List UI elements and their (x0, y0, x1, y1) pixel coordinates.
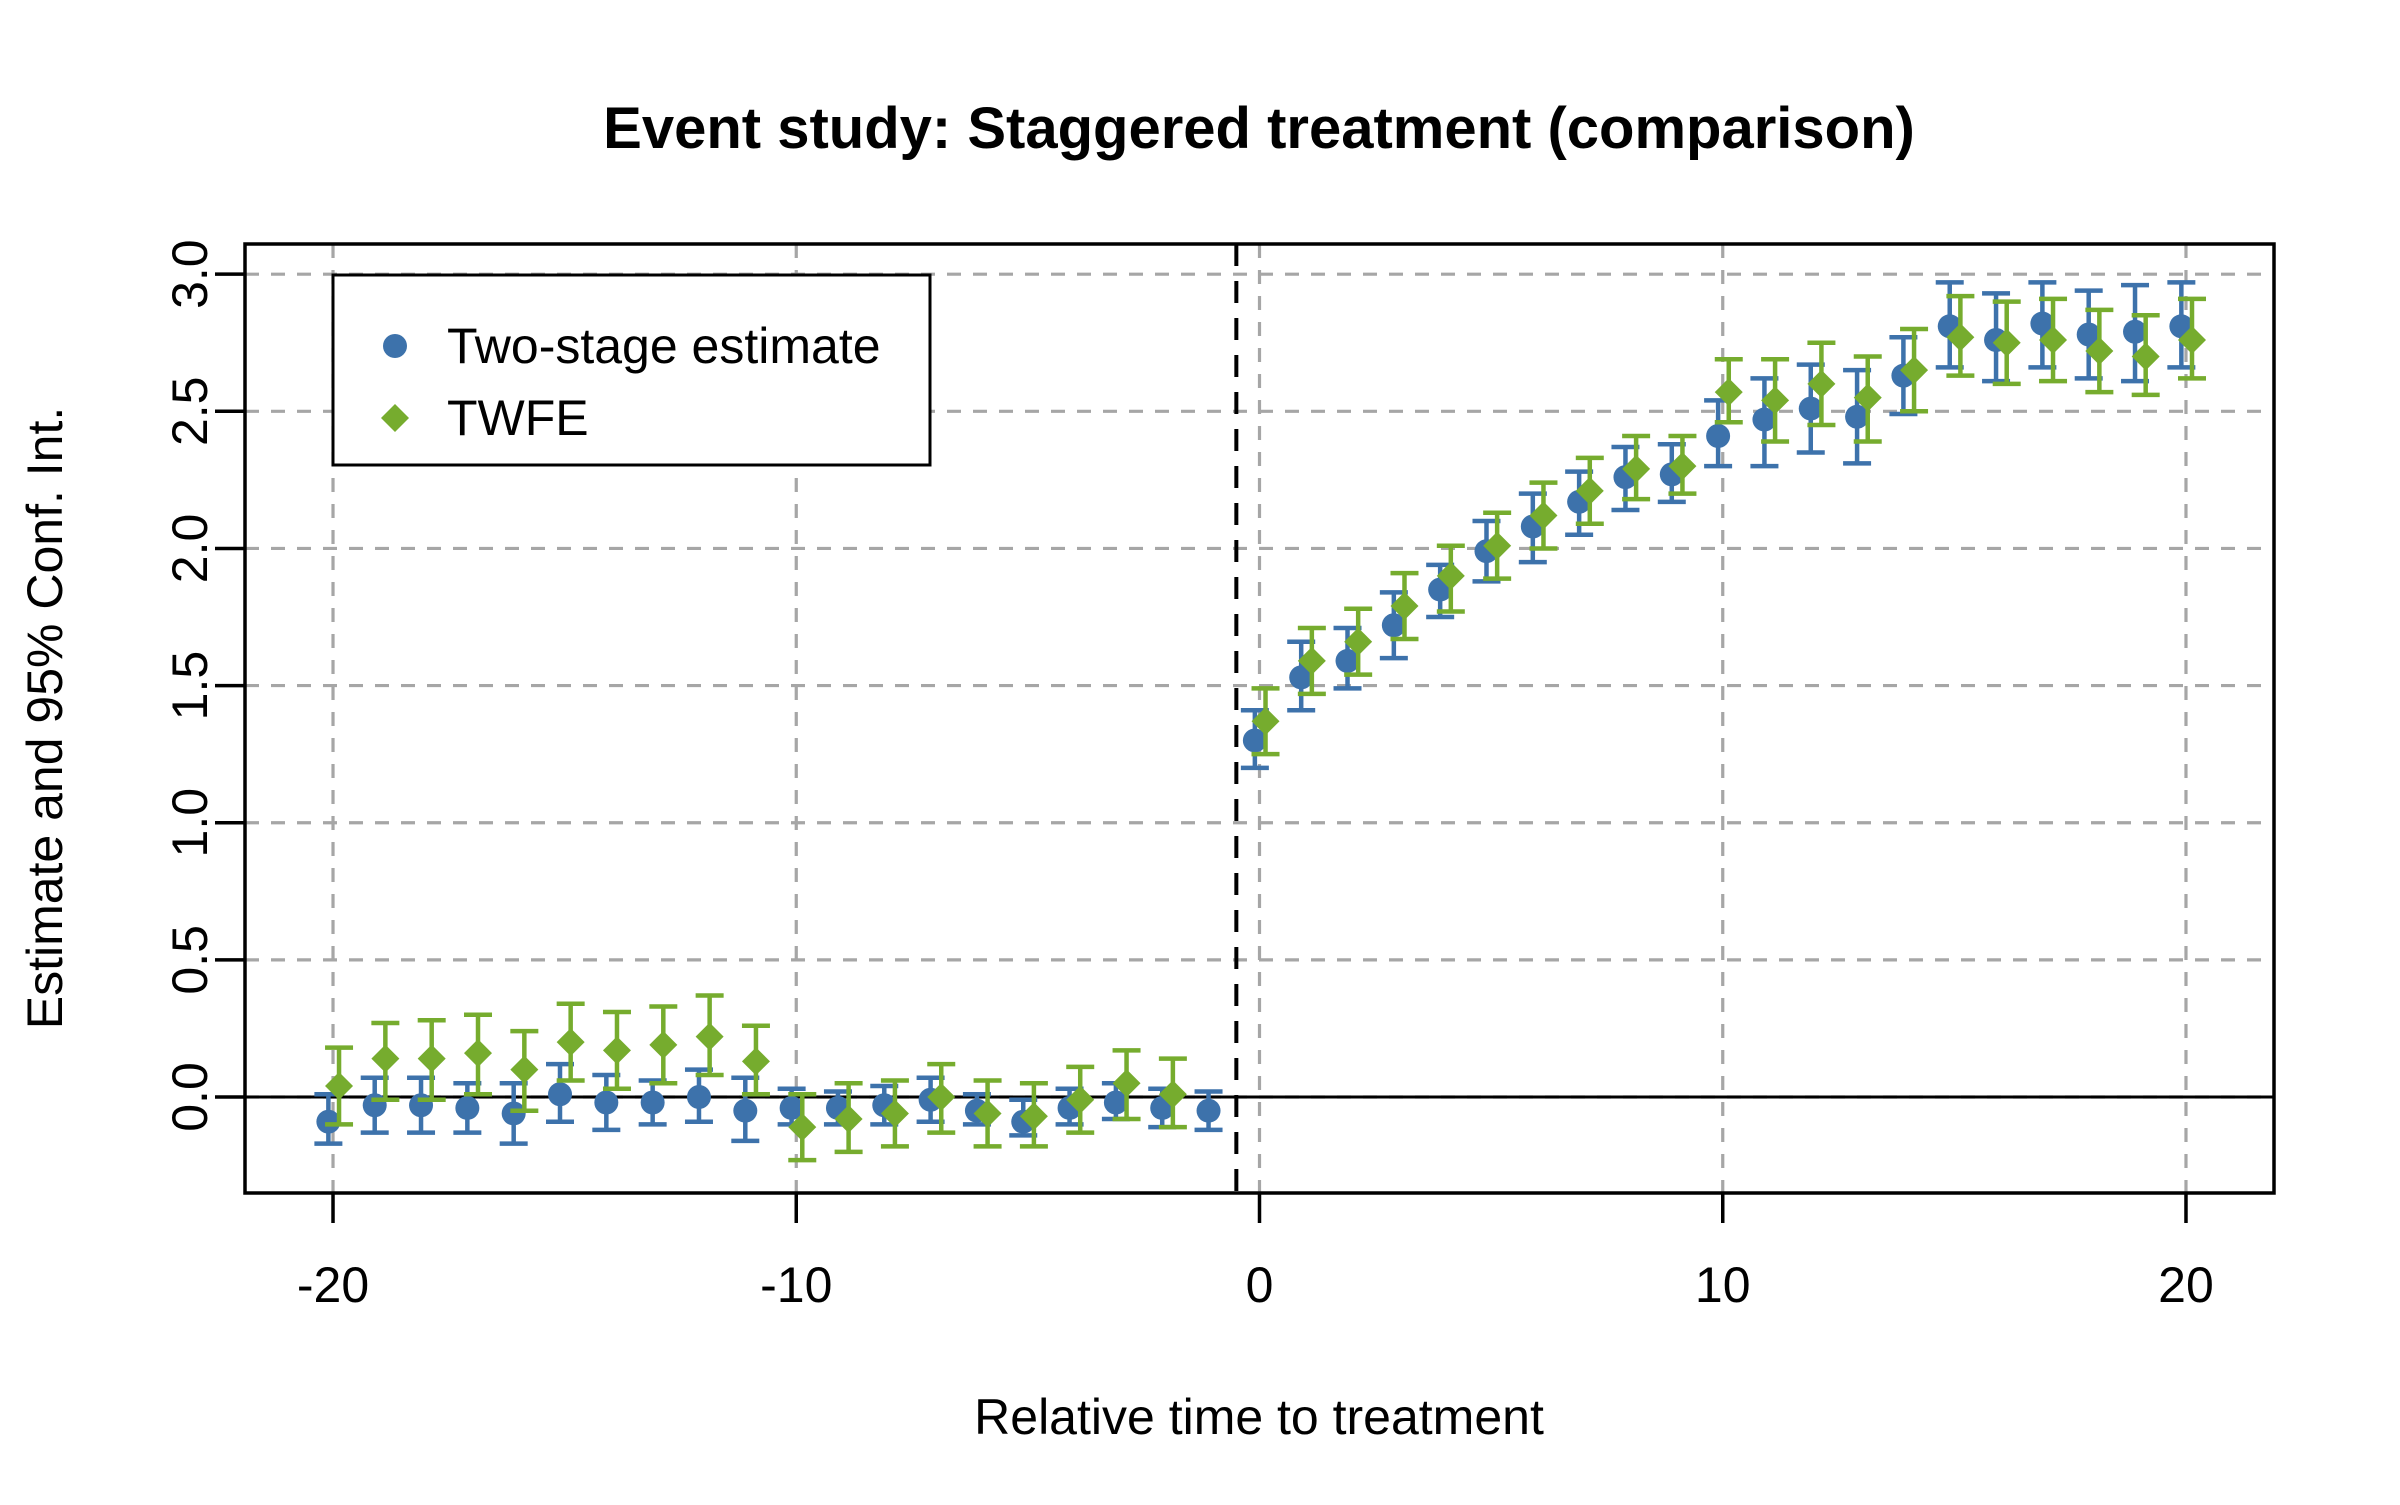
point-marker-circle (501, 1101, 526, 1126)
point-marker-diamond (1853, 383, 1882, 412)
point-marker-diamond (1436, 561, 1465, 590)
point-marker-circle (548, 1082, 573, 1107)
x-tick-label: 0 (1246, 1257, 1274, 1313)
point-marker-circle (1196, 1098, 1221, 1123)
y-tick-label: 0.0 (162, 1062, 218, 1132)
point-marker-diamond (1019, 1102, 1048, 1131)
legend-marker-diamond (381, 404, 409, 432)
axis-tick-labels: -20 -10 0 10 20 0.0 0.5 1.0 1.5 2.0 2.5 3.0 (162, 239, 2214, 1313)
point-marker-diamond (1344, 627, 1373, 656)
series-two-stage (314, 280, 2196, 1146)
x-tick-label: -10 (760, 1257, 832, 1313)
chart-title: Event study: Staggered treatment (compar… (603, 96, 1915, 161)
point-marker-circle (686, 1085, 711, 1110)
point-marker-diamond (1900, 356, 1929, 385)
point-marker-diamond (880, 1099, 909, 1128)
point-marker-diamond (1668, 452, 1697, 481)
point-marker-diamond (1575, 476, 1604, 505)
point-marker-diamond (1529, 501, 1558, 530)
point-marker-circle (594, 1090, 619, 1115)
point-marker-diamond (1112, 1069, 1141, 1098)
point-marker-circle (409, 1093, 434, 1118)
y-tick-label: 3.0 (162, 239, 218, 309)
point-marker-diamond (788, 1113, 817, 1142)
legend-label: Two-stage estimate (447, 318, 881, 374)
point-marker-circle (640, 1090, 665, 1115)
point-marker-circle (2030, 311, 2055, 336)
point-marker-circle (1706, 423, 1731, 448)
point-marker-circle (362, 1093, 387, 1118)
point-marker-diamond (973, 1099, 1002, 1128)
point-marker-diamond (927, 1083, 956, 1112)
y-tick-label: 1.0 (162, 788, 218, 858)
legend-marker-circle (383, 334, 407, 358)
point-marker-circle (779, 1095, 804, 1120)
point-marker-diamond (1761, 386, 1790, 415)
point-marker-circle (733, 1098, 758, 1123)
point-marker-diamond (2131, 342, 2160, 371)
y-axis-title: Estimate and 95% Conf. Int. (17, 407, 73, 1030)
point-marker-diamond (1251, 707, 1280, 736)
point-marker-diamond (1390, 592, 1419, 621)
point-marker-circle (455, 1095, 480, 1120)
x-tick-label: -20 (297, 1257, 369, 1313)
legend-box (331, 273, 932, 467)
point-marker-diamond (1066, 1085, 1095, 1114)
point-marker-diamond (834, 1104, 863, 1133)
y-tick-label: 2.0 (162, 514, 218, 584)
point-marker-circle (1103, 1090, 1128, 1115)
point-marker-diamond (371, 1044, 400, 1073)
y-tick-label: 1.5 (162, 651, 218, 721)
y-tick-label: 0.5 (162, 925, 218, 995)
point-marker-diamond (602, 1036, 631, 1065)
reference-lines (245, 244, 2274, 1193)
point-marker-circle (1752, 407, 1777, 432)
point-marker-circle (1289, 665, 1314, 690)
point-marker-diamond (417, 1044, 446, 1073)
point-marker-circle (1798, 396, 1823, 421)
point-marker-diamond (556, 1028, 585, 1057)
legend: Two-stage estimate TWFE (331, 273, 932, 467)
point-marker-diamond (1714, 378, 1743, 407)
point-marker-diamond (1483, 531, 1512, 560)
point-marker-circle (2076, 322, 2101, 347)
point-marker-diamond (464, 1039, 493, 1068)
point-marker-diamond (1622, 454, 1651, 483)
point-marker-circle (316, 1109, 341, 1134)
point-marker-diamond (1807, 369, 1836, 398)
point-marker-circle (1242, 728, 1267, 753)
point-marker-circle (1845, 404, 1870, 429)
point-marker-diamond (1158, 1080, 1187, 1109)
point-marker-diamond (2039, 325, 2068, 354)
axis-ticks (215, 272, 2188, 1223)
point-marker-diamond (741, 1047, 770, 1076)
point-marker-diamond (2085, 336, 2114, 365)
point-marker-circle (2123, 319, 2148, 344)
point-marker-diamond (1992, 328, 2021, 357)
point-marker-diamond (695, 1022, 724, 1051)
point-marker-diamond (649, 1030, 678, 1059)
legend-label: TWFE (447, 390, 589, 446)
x-axis-title: Relative time to treatment (974, 1389, 1544, 1445)
point-marker-diamond (1297, 646, 1326, 675)
y-tick-label: 2.5 (162, 377, 218, 447)
series-twfe (325, 293, 2207, 1163)
data-series (314, 280, 2207, 1163)
point-marker-diamond (325, 1072, 354, 1101)
point-marker-circle (1335, 648, 1360, 673)
point-marker-diamond (2178, 325, 2207, 354)
x-tick-label: 20 (2158, 1257, 2214, 1313)
point-marker-circle (1381, 613, 1406, 638)
point-marker-diamond (1946, 323, 1975, 352)
x-tick-label: 10 (1695, 1257, 1751, 1313)
point-marker-diamond (510, 1055, 539, 1084)
